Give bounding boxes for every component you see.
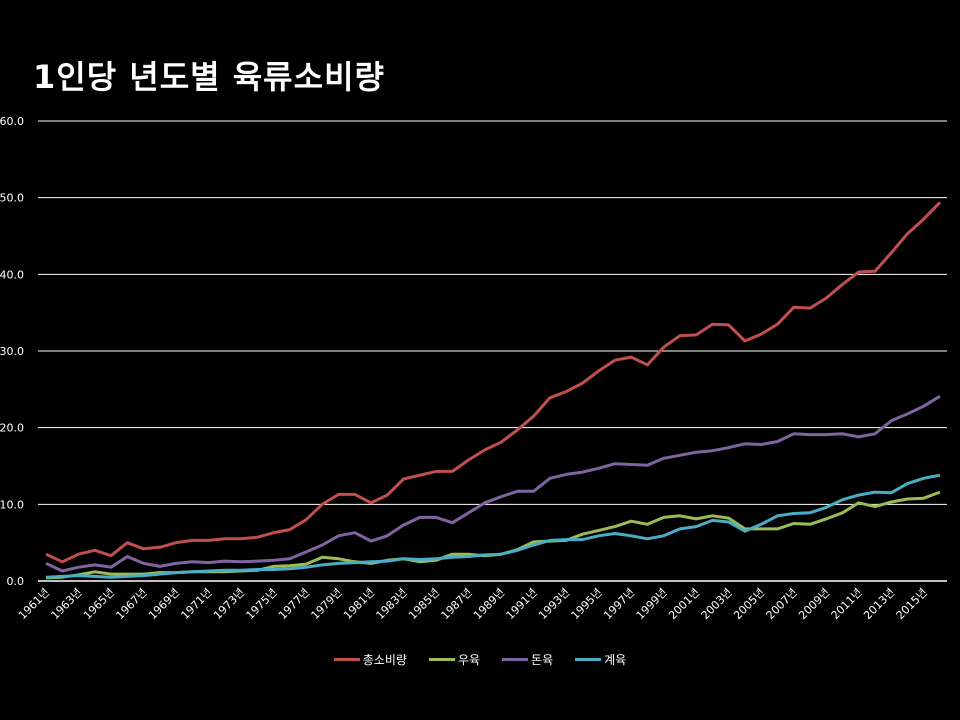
x-tick-label: 1989년 (471, 586, 507, 622)
y-axis-labels: 0.0 10.0 20.0 30.0 40.0 50.0 60.0 (0, 115, 24, 588)
x-tick-label: 1961년 (16, 586, 52, 622)
series-line (45, 394, 941, 573)
legend-label: 총소비량 (362, 653, 407, 667)
legend-swatch (333, 658, 360, 661)
chart-title: 1인당 년도별 육류소비량 (33, 58, 385, 96)
legend-swatch (575, 658, 602, 661)
legend-label: 돈육 (531, 653, 554, 667)
x-tick-label: 2015년 (894, 586, 930, 622)
x-tick-label: 1971년 (179, 586, 215, 622)
x-tick-label: 1999년 (634, 586, 670, 622)
x-tick-label: 2007년 (764, 586, 800, 622)
x-axis-labels: 1961년1963년1965년1967년1969년1971년1973년1975년… (16, 586, 930, 622)
legend-label: 우육 (457, 653, 481, 667)
series-line (45, 490, 941, 580)
x-tick-label: 2009년 (796, 586, 832, 622)
x-tick-label: 2013년 (861, 586, 897, 622)
x-tick-label: 1975년 (244, 586, 280, 622)
x-tick-label: 2001년 (666, 586, 702, 622)
y-tick-label: 30.0 (0, 345, 24, 358)
x-tick-label: 1979년 (309, 586, 345, 622)
gridlines (38, 120, 947, 582)
y-tick-label: 20.0 (0, 422, 24, 435)
legend-item: 총소비량 (333, 651, 407, 668)
x-tick-label: 1963년 (48, 586, 84, 622)
y-tick-label: 0.0 (7, 575, 25, 588)
x-tick-label: 1983년 (374, 586, 410, 622)
x-tick-label: 1981년 (341, 586, 377, 622)
legend-swatch (428, 658, 455, 661)
y-tick-label: 40.0 (0, 268, 24, 281)
x-tick-label: 1995년 (569, 586, 605, 622)
x-tick-label: 1967년 (113, 586, 149, 622)
y-tick-label: 10.0 (0, 498, 24, 511)
x-tick-label: 1969년 (146, 586, 182, 622)
legend-item: 우육 (428, 651, 481, 668)
x-tick-label: 1987년 (439, 586, 475, 622)
x-tick-label: 2005년 (731, 586, 767, 622)
series-line (45, 201, 942, 564)
x-tick-label: 2003년 (699, 586, 735, 622)
legend-item: 돈육 (502, 651, 553, 668)
x-tick-label: 1993년 (536, 586, 572, 622)
x-tick-label: 1991년 (504, 586, 540, 622)
x-tick-label: 2011년 (829, 586, 865, 622)
legend-item: 계육 (575, 651, 626, 668)
legend: 총소비량 우육 돈육 계육 (0, 651, 960, 668)
legend-swatch (502, 658, 529, 661)
series-line (45, 473, 941, 579)
y-tick-label: 50.0 (0, 192, 24, 205)
x-tick-label: 1977년 (276, 586, 312, 622)
x-tick-label: 1973년 (211, 586, 247, 622)
x-tick-label: 1965년 (81, 586, 117, 622)
legend-label: 계육 (604, 653, 627, 667)
y-tick-label: 60.0 (0, 115, 24, 128)
x-tick-label: 1985년 (406, 586, 442, 622)
series-lines (45, 201, 942, 580)
x-tick-label: 1997년 (601, 586, 637, 622)
